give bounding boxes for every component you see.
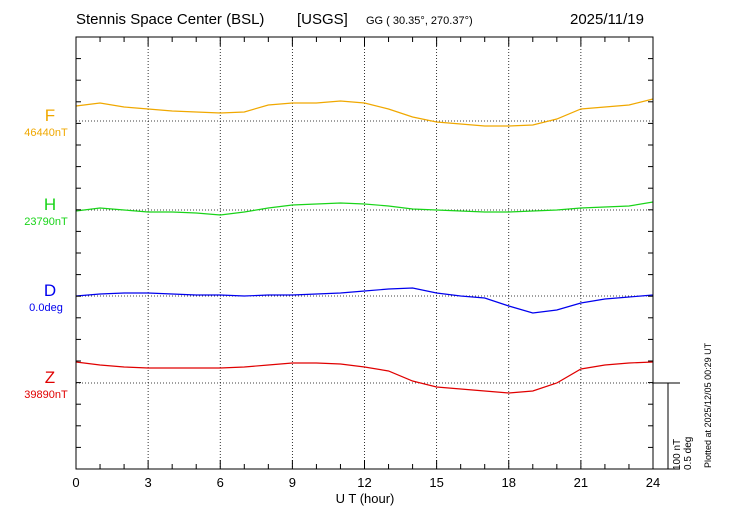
plotted-timestamp: Plotted at 2025/12/05 00:29 UT (703, 342, 713, 468)
baseline-value-Z: 39890nT (24, 389, 68, 401)
series-D-line (75, 287, 654, 314)
component-label-F: F (44, 106, 56, 125)
baseline-value-H: 23790nT (24, 216, 68, 228)
baseline-value-D: 0.0deg (29, 302, 63, 314)
coordinates-label: GG ( 30.35°, 270.37°) (366, 15, 473, 27)
x-tick-label: 12 (357, 475, 371, 490)
x-tick-label: 18 (502, 475, 516, 490)
series-F-line (75, 98, 654, 127)
scale-deg-label: 0.5 deg (683, 436, 694, 470)
date-label: 2025/11/19 (570, 11, 644, 28)
series-H-line (75, 201, 654, 216)
component-label-Z: Z (44, 368, 56, 387)
x-tick-label: 0 (72, 475, 79, 490)
scale-bar-label: 100 nT 0.5 deg (672, 380, 694, 470)
baseline-value-F: 46440nT (24, 127, 68, 139)
station-title: Stennis Space Center (BSL) (76, 11, 265, 28)
x-tick-label: 24 (646, 475, 660, 490)
scale-nt-label: 100 nT (672, 438, 683, 470)
observatory-label: [USGS] (297, 11, 348, 28)
x-axis-label: U T (hour) (335, 491, 395, 506)
x-tick-label: 6 (217, 475, 224, 490)
series-Z-line (75, 361, 654, 394)
component-label-D: D (43, 281, 57, 300)
x-tick-label: 21 (574, 475, 588, 490)
component-label-H: H (43, 195, 57, 214)
x-tick-label: 15 (429, 475, 443, 490)
x-tick-label: 9 (289, 475, 296, 490)
x-tick-label: 3 (145, 475, 152, 490)
